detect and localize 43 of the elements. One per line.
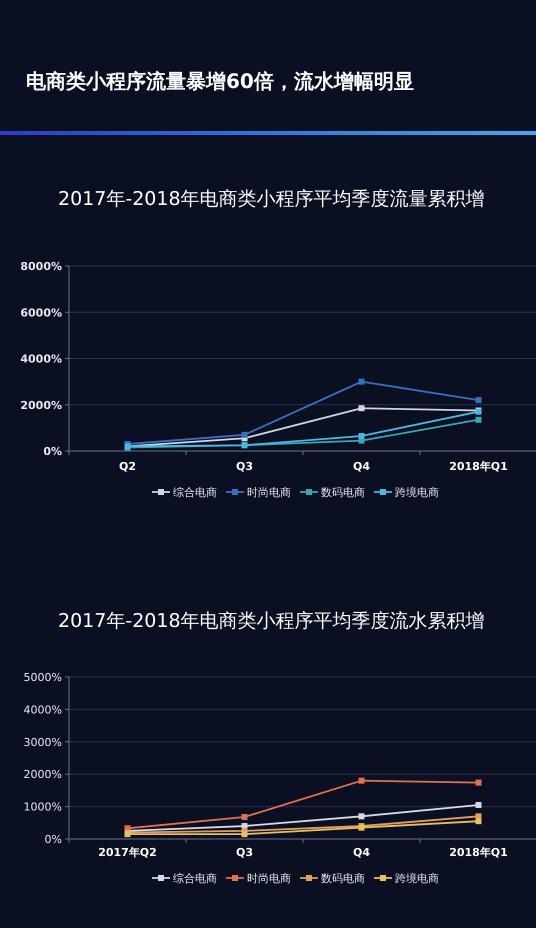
chart-title: 2017年-2018年电商类小程序平均季度流水累积增 xyxy=(58,610,485,632)
legend-label: 跨境电商 xyxy=(395,486,439,499)
x-tick-label: Q2 xyxy=(118,460,136,473)
point xyxy=(476,397,482,404)
y-tick-label: 5000% xyxy=(24,671,62,684)
point xyxy=(476,416,482,423)
x-tick-label: 2018年Q1 xyxy=(449,846,508,859)
chart-title: 电商类小程序流量暴增60倍，流水增幅明显 xyxy=(26,69,414,93)
point xyxy=(242,432,248,438)
point xyxy=(358,378,364,385)
point xyxy=(242,814,248,820)
y-tick-label: 6000% xyxy=(20,306,62,320)
legend-label: 综合电商 xyxy=(173,486,217,499)
y-tick-label: 0% xyxy=(44,833,62,846)
y-tick-label: 1000% xyxy=(24,800,62,814)
point xyxy=(476,780,482,786)
point xyxy=(476,818,482,824)
point xyxy=(358,813,364,820)
x-tick-label: Q4 xyxy=(352,460,370,473)
legend-label: 时尚电商 xyxy=(247,486,291,499)
y-tick-label: 2000% xyxy=(24,768,62,782)
x-tick-label: Q3 xyxy=(236,460,254,473)
y-tick-label: 8000% xyxy=(20,260,62,273)
point xyxy=(476,802,482,808)
y-tick-label: 4000% xyxy=(24,703,62,716)
legend-label: 数码电商 xyxy=(321,872,365,885)
y-tick-label: 2000% xyxy=(20,398,62,412)
y-tick-label: 3000% xyxy=(24,736,62,749)
legend-label: 时尚电商 xyxy=(247,872,291,885)
x-tick-label: Q4 xyxy=(352,846,370,859)
x-tick-label: 2018年Q1 xyxy=(449,460,508,473)
point xyxy=(242,831,248,838)
x-tick-label: Q3 xyxy=(236,846,254,859)
point xyxy=(358,778,364,784)
point xyxy=(358,405,364,412)
legend-label: 跨境电商 xyxy=(395,872,439,885)
x-tick-label: 2017年Q2 xyxy=(98,846,157,859)
chart-subtitle: 2017年-2018年电商类小程序平均季度流量累积增 xyxy=(58,188,485,210)
legend-label: 数码电商 xyxy=(321,486,365,499)
y-tick-label: 0% xyxy=(43,445,62,458)
y-tick-label: 4000% xyxy=(20,352,62,366)
legend-label: 综合电商 xyxy=(173,872,217,885)
point xyxy=(358,432,364,439)
